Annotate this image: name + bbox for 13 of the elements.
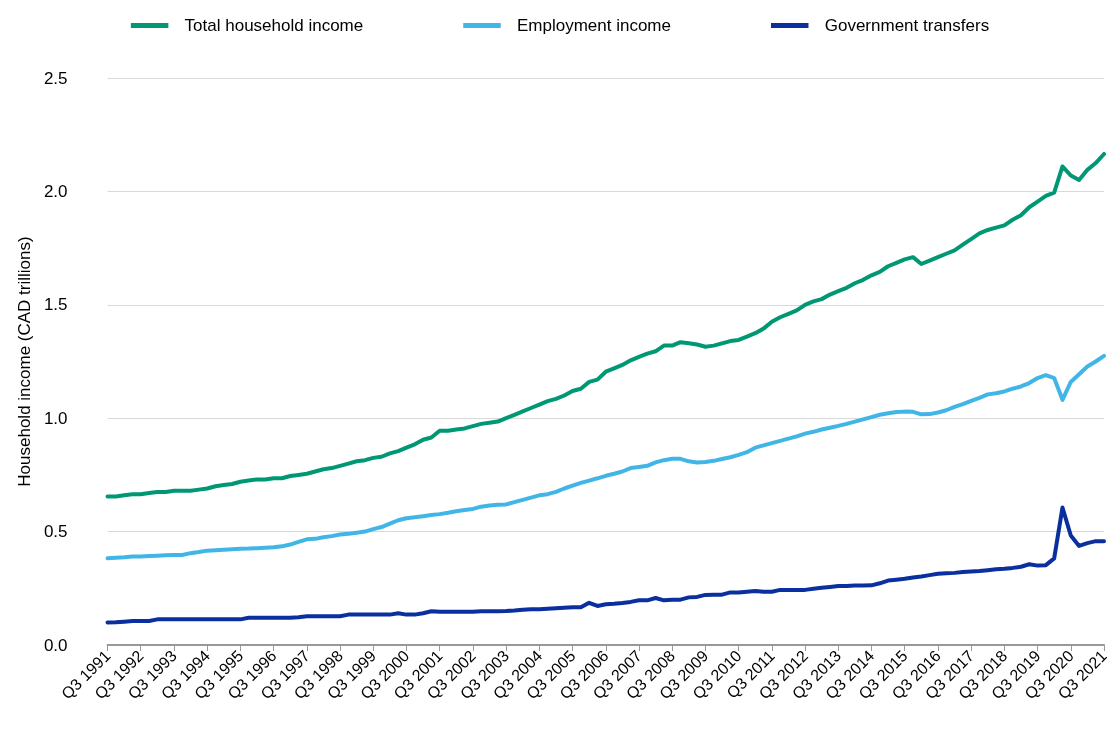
y-tick-label: 1.5 (43, 295, 68, 315)
legend-label: Employment income (516, 16, 671, 35)
y-axis-title: Household income (CAD trillions) (15, 236, 34, 487)
legend-label: Total household income (184, 16, 364, 35)
y-tick-label: 2.5 (43, 68, 68, 88)
line-series (105, 353, 1106, 561)
y-tick-label: 0.5 (43, 522, 68, 542)
legend-label: Government transfers (824, 16, 990, 35)
y-tick-label: 2.0 (43, 181, 68, 201)
line-series (105, 151, 1106, 499)
line-series (105, 505, 1106, 625)
y-tick-label: 0.0 (43, 635, 68, 655)
y-tick-label: 1.0 (43, 408, 68, 428)
